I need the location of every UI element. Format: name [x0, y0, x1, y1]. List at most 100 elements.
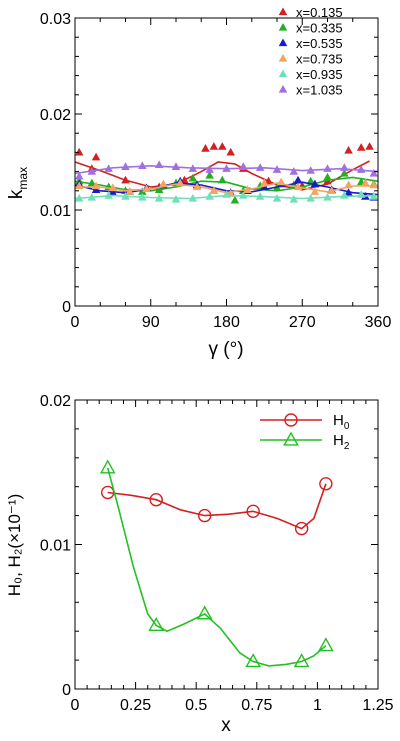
series-x-0-735-point	[327, 186, 336, 194]
series-x-0-135-point	[344, 145, 353, 154]
series-h0-point	[149, 493, 163, 507]
series-x-0-735-point	[260, 178, 269, 187]
series-x-0-935-point	[340, 191, 349, 199]
legend: x=0.135x=0.335x=0.535x=0.735x=0.935x=1.0…	[278, 5, 343, 98]
series-h2-point	[318, 637, 334, 652]
y-tick-label: 0.01	[40, 203, 71, 220]
series-x-1-035-point	[323, 164, 332, 172]
x-tick-label: 1.25	[362, 697, 393, 714]
series-h0-point	[246, 504, 260, 518]
series-x-0-335-point	[306, 176, 315, 185]
series-x-0-535-point	[310, 179, 320, 188]
series-x-0-735-point	[91, 181, 101, 190]
x-tick-label: 1	[313, 697, 322, 714]
series-x-0-935-point	[188, 193, 198, 202]
series-x-0-935-point	[87, 193, 97, 201]
series-x-0-935-point	[121, 192, 130, 200]
series-x-0-135-point	[74, 147, 84, 156]
y-label-sub: max	[16, 167, 30, 190]
series-x-0-735-point	[310, 187, 320, 195]
series-x-0-935-point	[239, 191, 248, 199]
legend-marker-h2	[283, 431, 299, 446]
series-x-1-035-point	[87, 167, 97, 175]
series-x-0-935-point	[138, 193, 147, 201]
legend-marker-x-0-535	[278, 38, 288, 47]
y-tick-label: 0	[62, 682, 71, 699]
legend-label-sub: 0	[344, 421, 350, 432]
axis-ticks: 0 90 180 270 360 0 0.01 0.02 0.03	[40, 11, 392, 331]
series-x-1-035-point	[356, 165, 366, 173]
series-h2-point	[245, 653, 262, 668]
series-x-0-135-point	[356, 143, 366, 151]
chart-kmax: 0 90 180 270 360 0 0.01 0.02 0.03 x=0.135x=0.335…	[6, 5, 391, 360]
series-x-1-035-point	[104, 164, 113, 172]
series-h0-point	[319, 477, 333, 491]
series-x-0-735-point	[74, 181, 84, 190]
legend-label-x-0-935: x=0.935	[296, 67, 343, 82]
legend-marker-x-1-035	[278, 85, 288, 93]
series-x-1-035-point	[239, 162, 248, 170]
series-x-0-535-point	[108, 188, 118, 196]
series-x-0-735-point	[142, 184, 151, 193]
series-x-0-935-point	[74, 193, 84, 202]
series-h0-point	[101, 485, 115, 500]
series-x-1-035-point	[272, 165, 282, 173]
series-x-0-735-point	[276, 177, 286, 186]
series-x-0-935-point	[272, 193, 282, 202]
series-x-0-935-point	[369, 192, 379, 200]
legend-label-x-0-135: x=0.135	[296, 5, 343, 20]
series-x-0-335-point	[87, 178, 97, 187]
series-x-0-335-point	[154, 185, 164, 193]
series-x-0-335-point	[230, 195, 240, 204]
series-x-0-135-point	[365, 142, 374, 150]
x-tick-label: 360	[365, 314, 392, 331]
series-x-0-935-point	[323, 193, 332, 201]
series-x-0-535-point	[344, 188, 353, 196]
series-x-0-735-point	[243, 185, 252, 193]
series-x-0-935-point	[289, 194, 299, 203]
series-x-0-335-point	[138, 187, 147, 195]
series-x-0-135-curve	[74, 160, 370, 191]
series-x-0-735-point	[344, 180, 353, 189]
y-axis-label: H₀, H₂(×10⁻¹)	[5, 494, 24, 596]
legend-label-h0: H0	[333, 412, 350, 432]
series-x-1-035-point	[306, 166, 315, 174]
series-x-1-035-point	[171, 162, 181, 170]
series-x-0-135-point	[201, 144, 210, 152]
y-label-main: k	[6, 189, 27, 199]
series-h0-point	[294, 521, 309, 536]
series-h2-point	[293, 653, 310, 668]
series-h2-point	[196, 605, 213, 620]
series-x-0-335-point	[218, 175, 227, 184]
series-x-0-935-point	[306, 193, 315, 202]
legend-marker-x-0-935	[278, 69, 288, 78]
series-x-1-035-point	[205, 165, 214, 173]
series-x-0-735-point	[192, 182, 202, 191]
series-x-1-035-point	[222, 164, 231, 172]
series-x-0-135-point	[121, 175, 130, 184]
legend-label-x-0-535: x=0.535	[296, 36, 343, 51]
series-x-0-335-point	[188, 173, 198, 182]
series-x-0-735-point	[175, 178, 185, 187]
series-x-0-535-point	[293, 175, 303, 184]
series-x-0-135-point	[91, 152, 101, 161]
series-x-0-935-point	[356, 190, 366, 198]
series-x-0-135-point	[218, 142, 227, 150]
series-x-1-035-point	[74, 171, 84, 180]
x-tick-label: 0.25	[120, 697, 151, 714]
legend-marker-x-0-135	[278, 7, 288, 16]
series-x-0-935-point	[205, 192, 214, 200]
legend-label-x-0-735: x=0.735	[296, 52, 343, 67]
series-x-1-035-point	[154, 160, 164, 169]
y-tick-label: 0.02	[40, 393, 71, 410]
series-x-0-935-point	[255, 192, 265, 200]
series-x-0-135-point	[209, 142, 219, 150]
series-x-1-035-point	[340, 163, 349, 171]
series-x-0-735-point	[209, 186, 219, 194]
series-x-1-035-point	[289, 167, 299, 175]
series-x-1-035-point	[138, 161, 147, 169]
series-x-0-935-point	[104, 191, 113, 199]
series-x-0-735-point	[159, 179, 168, 188]
x-tick-label: 270	[289, 314, 316, 331]
